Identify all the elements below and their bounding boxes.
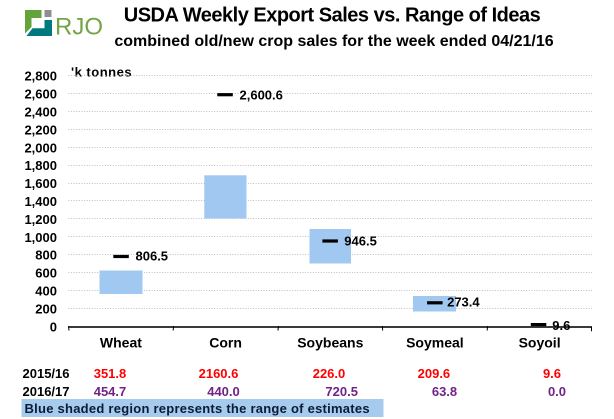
svg-text:9.6: 9.6 — [543, 366, 561, 381]
svg-text:0.0: 0.0 — [548, 384, 566, 399]
svg-text:1,800: 1,800 — [24, 158, 57, 173]
svg-text:0: 0 — [50, 319, 57, 334]
svg-text:2,400: 2,400 — [24, 105, 57, 120]
svg-text:600: 600 — [35, 266, 57, 281]
svg-text:800: 800 — [35, 248, 57, 263]
svg-text:2,000: 2,000 — [24, 140, 57, 155]
svg-text:63.8: 63.8 — [432, 384, 457, 399]
svg-text:806.5: 806.5 — [136, 248, 169, 263]
svg-text:2,600: 2,600 — [24, 87, 57, 102]
svg-text:Soymeal: Soymeal — [406, 335, 464, 351]
svg-text:RJO: RJO — [55, 14, 103, 41]
svg-text:USDA Weekly Export Sales vs. R: USDA Weekly Export Sales vs. Range of Id… — [124, 4, 541, 26]
svg-text:'k tonnes: 'k tonnes — [71, 64, 132, 79]
svg-text:209.6: 209.6 — [418, 366, 451, 381]
svg-text:1,000: 1,000 — [24, 230, 57, 245]
svg-text:440.0: 440.0 — [207, 384, 240, 399]
svg-text:946.5: 946.5 — [344, 234, 377, 249]
svg-text:454.7: 454.7 — [94, 384, 127, 399]
svg-text:Wheat: Wheat — [100, 335, 142, 351]
svg-text:2016/17: 2016/17 — [23, 384, 70, 399]
svg-text:273.4: 273.4 — [447, 295, 480, 310]
svg-text:200: 200 — [35, 301, 57, 316]
svg-text:1,200: 1,200 — [24, 212, 57, 227]
svg-text:Soybeans: Soybeans — [297, 335, 363, 351]
svg-text:226.0: 226.0 — [313, 366, 346, 381]
svg-text:Blue shaded region represents: Blue shaded region represents the range … — [25, 401, 370, 416]
svg-text:351.8: 351.8 — [94, 366, 127, 381]
svg-text:2,800: 2,800 — [24, 69, 57, 84]
svg-text:9.6: 9.6 — [552, 318, 570, 333]
svg-text:Soyoil: Soyoil — [519, 335, 561, 351]
svg-text:combined old/new crop sales fo: combined old/new crop sales for the week… — [114, 33, 553, 50]
svg-text:2,600.6: 2,600.6 — [240, 87, 283, 102]
svg-text:2,200: 2,200 — [24, 122, 57, 137]
svg-text:2015/16: 2015/16 — [23, 366, 70, 381]
svg-text:1,600: 1,600 — [24, 176, 57, 191]
svg-text:1,400: 1,400 — [24, 194, 57, 209]
svg-text:400: 400 — [35, 284, 57, 299]
svg-text:720.5: 720.5 — [325, 384, 358, 399]
svg-text:Corn: Corn — [209, 335, 242, 351]
svg-text:2160.6: 2160.6 — [199, 366, 239, 381]
